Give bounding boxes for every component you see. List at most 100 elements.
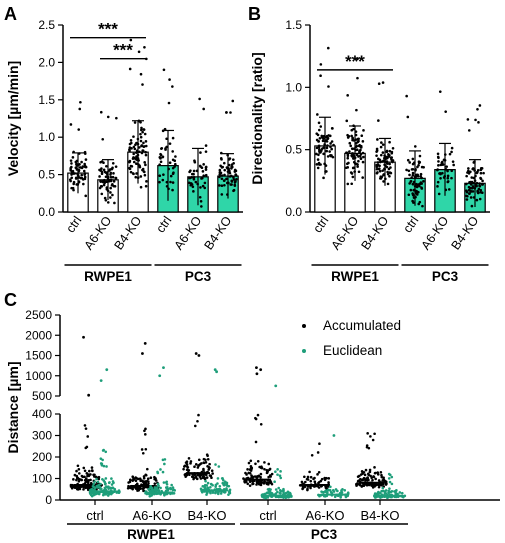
data-point <box>452 163 455 167</box>
data-point <box>203 186 207 190</box>
data-point <box>315 146 319 150</box>
data-point <box>328 150 331 153</box>
data-point <box>96 480 100 484</box>
data-point <box>128 146 132 149</box>
data-point <box>104 492 108 495</box>
y-tick-label: 0 <box>45 493 52 507</box>
data-point <box>358 474 361 478</box>
data-point <box>85 472 89 475</box>
data-point <box>101 458 104 462</box>
data-point <box>259 475 262 479</box>
data-point <box>235 177 238 181</box>
data-point <box>316 113 319 116</box>
data-point <box>182 467 185 471</box>
data-point <box>444 110 447 113</box>
data-point <box>470 176 474 179</box>
data-point <box>374 483 378 487</box>
data-point <box>437 160 440 163</box>
data-point <box>185 468 189 472</box>
data-point <box>105 485 108 488</box>
data-point <box>131 475 135 478</box>
data-point <box>203 181 207 185</box>
data-point <box>70 173 73 176</box>
data-point <box>139 185 143 189</box>
data-point <box>251 482 254 486</box>
data-point <box>386 172 390 176</box>
data-point <box>142 476 146 480</box>
data-point <box>105 164 108 168</box>
data-point <box>78 472 81 475</box>
data-point <box>436 168 439 171</box>
data-point <box>112 172 115 175</box>
panel-label-a: A <box>4 4 17 24</box>
data-point <box>260 493 264 497</box>
data-point <box>361 160 365 164</box>
data-point <box>321 490 325 494</box>
data-point <box>288 493 292 497</box>
data-point <box>69 179 72 183</box>
data-point <box>350 152 354 155</box>
data-point <box>372 475 375 478</box>
data-point <box>161 470 165 474</box>
data-point <box>319 74 322 78</box>
data-point <box>106 115 110 119</box>
data-point <box>111 162 115 165</box>
data-point <box>451 160 455 163</box>
data-point <box>405 168 408 172</box>
data-point <box>351 137 354 140</box>
data-point <box>192 177 196 181</box>
data-point <box>220 174 224 177</box>
data-point <box>224 480 227 484</box>
data-point <box>411 199 414 203</box>
data-point <box>137 488 141 492</box>
data-point <box>202 469 205 472</box>
data-point <box>359 473 363 476</box>
data-point <box>471 167 474 171</box>
x-tick-label: ctrl <box>153 214 174 236</box>
data-point <box>388 149 392 153</box>
data-point <box>382 476 385 479</box>
y-tick-label: 0.0 <box>38 205 55 219</box>
x-tick-label: ctrl <box>86 508 103 523</box>
data-point <box>84 158 88 161</box>
data-point <box>105 465 108 468</box>
data-point <box>278 491 282 495</box>
data-point <box>445 165 448 168</box>
data-point <box>365 445 369 449</box>
data-point <box>143 429 146 433</box>
data-point <box>128 148 131 151</box>
data-point <box>103 196 107 200</box>
data-point <box>146 477 150 481</box>
data-point <box>127 486 131 490</box>
data-point <box>165 137 168 141</box>
x-tick-label: B4-KO <box>111 213 144 252</box>
data-point <box>479 188 483 192</box>
data-point <box>214 485 217 488</box>
data-point <box>377 485 381 489</box>
data-point <box>229 111 232 114</box>
data-point <box>146 467 149 471</box>
data-point <box>109 486 113 490</box>
data-point <box>101 449 105 452</box>
data-point <box>319 163 322 166</box>
data-point <box>202 461 206 465</box>
data-point <box>220 184 224 187</box>
data-point <box>318 494 321 498</box>
data-point <box>223 173 226 177</box>
data-point <box>355 153 359 157</box>
data-point <box>408 182 411 185</box>
data-point <box>82 169 86 173</box>
data-point <box>144 153 148 157</box>
data-point <box>72 182 75 186</box>
data-point <box>276 490 279 494</box>
data-point <box>373 494 376 498</box>
data-point <box>441 163 445 166</box>
data-point <box>202 485 206 488</box>
data-point <box>205 484 208 487</box>
data-point <box>356 479 360 483</box>
data-point <box>438 171 442 175</box>
data-point <box>347 161 350 165</box>
outlier-point <box>162 366 165 370</box>
data-point <box>248 484 252 487</box>
data-point <box>388 162 391 166</box>
